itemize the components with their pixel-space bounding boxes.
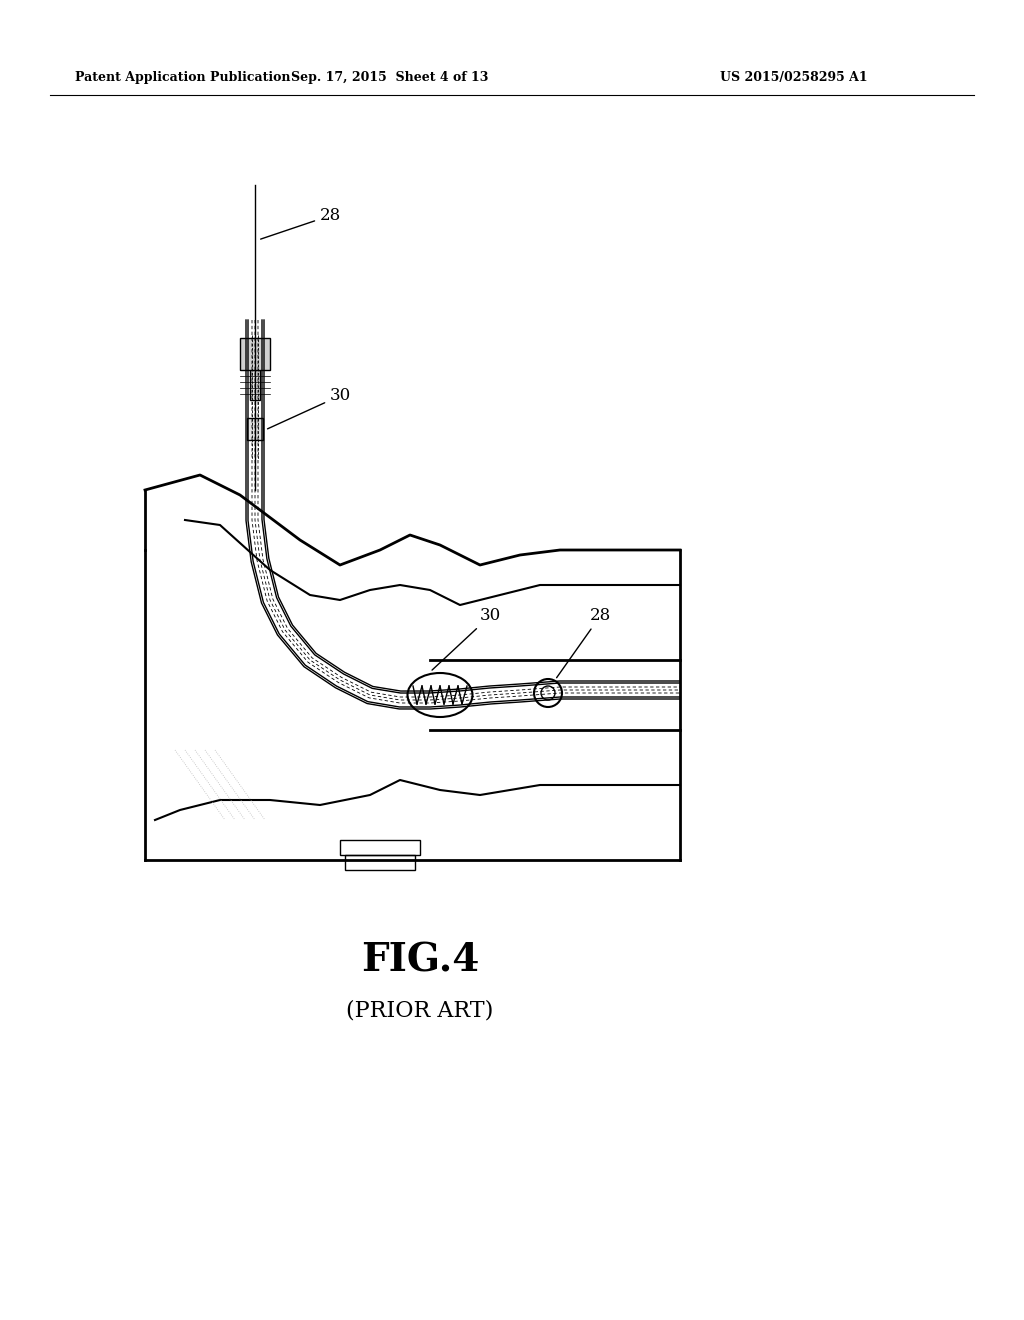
Text: (PRIOR ART): (PRIOR ART) [346, 999, 494, 1020]
Bar [345, 855, 415, 870]
Text: 30: 30 [432, 607, 502, 671]
Bar [247, 418, 263, 440]
Bar [240, 338, 270, 370]
Text: 28: 28 [261, 207, 341, 239]
Text: US 2015/0258295 A1: US 2015/0258295 A1 [720, 71, 867, 84]
Text: FIG.4: FIG.4 [360, 941, 479, 979]
Text: Patent Application Publication: Patent Application Publication [75, 71, 291, 84]
Text: 28: 28 [557, 607, 611, 677]
Text: 30: 30 [267, 387, 351, 429]
Bar [340, 840, 420, 855]
Bar [250, 370, 260, 400]
Text: Sep. 17, 2015  Sheet 4 of 13: Sep. 17, 2015 Sheet 4 of 13 [291, 71, 488, 84]
